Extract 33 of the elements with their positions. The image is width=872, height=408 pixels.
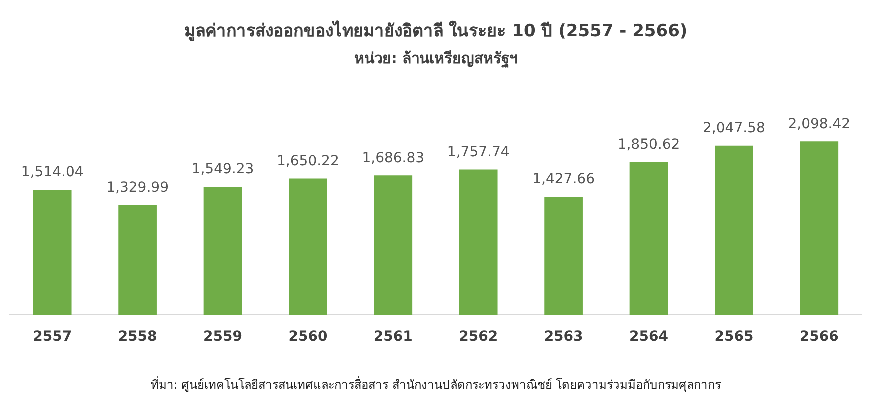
x-tick-label: 2559 xyxy=(204,329,242,346)
x-tick-label: 2566 xyxy=(800,329,839,346)
data-label: 1,329.99 xyxy=(106,180,169,196)
text: ที่มา: ศูนย์เทคโนโลยีสารสนเทศและการสื่อสาร สำนักงานปลัดกระทรวงพาณิชย์ โดยความร่วมมือกับกรมศุลกากร xyxy=(150,376,722,394)
bar xyxy=(33,190,72,316)
x-tick-label: 2565 xyxy=(714,329,754,346)
x-tick-label: 2558 xyxy=(118,329,158,346)
x-tick-label: 2562 xyxy=(459,329,498,346)
data-label: 2,047.58 xyxy=(703,120,766,136)
data-label: 1,850.62 xyxy=(618,136,680,153)
x-tick-label: 2561 xyxy=(374,329,413,346)
data-label: 2,098.42 xyxy=(788,116,851,132)
bar xyxy=(118,205,157,316)
bar xyxy=(630,162,668,316)
chart-title: มูลค่าการส่งออกของไทยมายังอิตาลี ในระยะ 10 ปี (2557 - 2566) xyxy=(184,20,688,43)
bar xyxy=(289,178,328,316)
bar xyxy=(715,146,754,316)
data-label: 1,427.66 xyxy=(532,172,596,188)
bar xyxy=(800,142,839,316)
chart-subtitle: หน่วย: ล้านเหรียญสหรัฐฯ xyxy=(354,49,518,68)
data-label: 1,650.22 xyxy=(277,153,340,170)
bar xyxy=(459,170,498,316)
x-tick-label: 2557 xyxy=(33,329,72,346)
bar xyxy=(204,187,242,316)
data-label: 1,757.74 xyxy=(447,144,510,160)
x-tick-label: 2560 xyxy=(288,329,328,346)
data-label: 1,514.04 xyxy=(21,164,84,181)
x-tick-label: 2563 xyxy=(544,329,584,346)
data-label: 1,686.83 xyxy=(362,150,425,166)
x-tick-label: 2564 xyxy=(630,329,669,346)
data-label: 1,549.23 xyxy=(192,162,254,178)
bar xyxy=(374,176,413,316)
bar xyxy=(544,197,583,316)
